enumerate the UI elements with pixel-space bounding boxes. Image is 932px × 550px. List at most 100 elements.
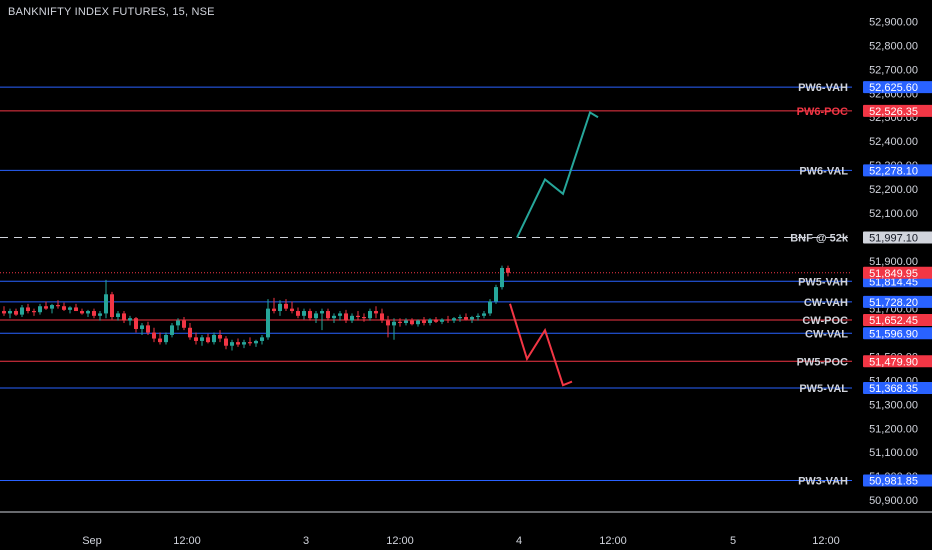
candle-body [56, 305, 60, 307]
candle-body [224, 338, 228, 346]
level-price-badge [863, 104, 932, 117]
candle-body [140, 325, 144, 329]
price-axis[interactable]: 52,900.0052,800.0052,700.0052,600.0052,5… [863, 17, 932, 508]
last-price-text: 51,849.95 [869, 268, 918, 280]
y-tick-label: 52,400.00 [869, 136, 918, 148]
candle-body [14, 311, 18, 315]
x-tick-label: 3 [303, 535, 309, 547]
y-tick-label: 51,300.00 [869, 399, 918, 411]
candle-body [470, 317, 474, 320]
candle-body [326, 311, 330, 319]
candle-body [362, 317, 366, 319]
level-price-text: 51,596.90 [869, 328, 918, 340]
candle-body [344, 313, 348, 321]
candle-body [188, 327, 192, 338]
candle-body [242, 342, 246, 345]
candle-body [296, 311, 300, 316]
candle-body [110, 294, 114, 318]
y-tick-label: 51,200.00 [869, 423, 918, 435]
candle-body [50, 305, 54, 309]
candle-body [368, 311, 372, 319]
level-label: PW3-VAH [798, 475, 848, 487]
projection-arrows [509, 110, 599, 387]
candle-body [236, 342, 240, 345]
candle-body [68, 307, 72, 310]
y-tick-label: 52,900.00 [869, 17, 918, 29]
candle-body [506, 267, 510, 273]
candle-body [104, 294, 108, 314]
x-tick-label: 5 [730, 535, 736, 547]
candle-body [164, 334, 168, 343]
candle-body [440, 319, 444, 322]
candle-body [92, 311, 96, 316]
candle-body [350, 315, 354, 321]
candle-body [158, 338, 162, 343]
candle-body [374, 311, 378, 314]
level-price-text: 52,278.10 [869, 165, 918, 177]
level-price-text: 50,981.85 [869, 475, 918, 487]
level-label: PW6-VAL [799, 165, 848, 177]
candle-body [194, 337, 198, 341]
level-price-text: 51,728.20 [869, 297, 918, 309]
candle-body [260, 337, 264, 341]
level-label: PW6-VAH [798, 82, 848, 94]
candle-body [308, 311, 312, 319]
level-price-text: 51,652.45 [869, 315, 918, 327]
level-label: CW-VAL [805, 328, 848, 340]
candle-body [488, 301, 492, 314]
candle-body [284, 303, 288, 309]
candle-body [356, 315, 360, 318]
candle-body [278, 303, 282, 312]
candle-body [206, 337, 210, 343]
x-tick-label: 4 [516, 535, 522, 547]
candle-body [332, 315, 336, 319]
candle-body [146, 325, 150, 333]
candle-body [2, 311, 6, 314]
y-tick-label: 50,900.00 [869, 495, 918, 507]
candle-body [386, 320, 390, 326]
candle-body [428, 319, 432, 323]
level-price-badge [863, 314, 932, 327]
candle-body [422, 320, 426, 323]
candle-body [38, 306, 42, 313]
candle-body [32, 311, 36, 313]
candle-body [98, 313, 102, 316]
candle-body [26, 307, 30, 312]
level-price-badge [863, 164, 932, 177]
level-label: PW5-VAH [798, 276, 848, 288]
candle-body [398, 321, 402, 323]
x-tick-label: 12:00 [599, 535, 627, 547]
candle-body [320, 311, 324, 314]
y-tick-label: 52,200.00 [869, 184, 918, 196]
y-tick-label: 51,100.00 [869, 447, 918, 459]
level-price-badge [863, 295, 932, 308]
y-tick-label: 52,100.00 [869, 208, 918, 220]
level-label: PW5-VAL [799, 383, 848, 395]
candle-body [464, 317, 468, 320]
candle-body [476, 315, 480, 318]
candle-body [80, 311, 84, 314]
candle-body [272, 308, 276, 312]
chart-title: BANKNIFTY INDEX FUTURES, 15, NSE [8, 6, 215, 18]
x-tick-label: Sep [82, 535, 102, 547]
candle-body [404, 320, 408, 323]
level-label: CW-POC [802, 315, 848, 327]
candle-body [200, 337, 204, 341]
x-tick-label: 12:00 [173, 535, 201, 547]
level-label: PW5-POC [797, 356, 848, 368]
level-price-text: 51,479.90 [869, 356, 918, 368]
candle-body [128, 318, 132, 321]
y-tick-label: 52,800.00 [869, 40, 918, 52]
candle-body [254, 340, 258, 344]
candle-body [290, 308, 294, 312]
time-axis[interactable]: Sep 12:00 3 12:00 4 12:00 5 12:00 [82, 535, 840, 547]
candle-body [416, 320, 420, 325]
last-price-badge [863, 266, 932, 279]
candle-body [500, 267, 504, 288]
candle-body [212, 334, 216, 343]
y-tick-label: 52,700.00 [869, 64, 918, 76]
candle-body [20, 307, 24, 315]
candle-body [380, 313, 384, 321]
candle-body [338, 313, 342, 316]
